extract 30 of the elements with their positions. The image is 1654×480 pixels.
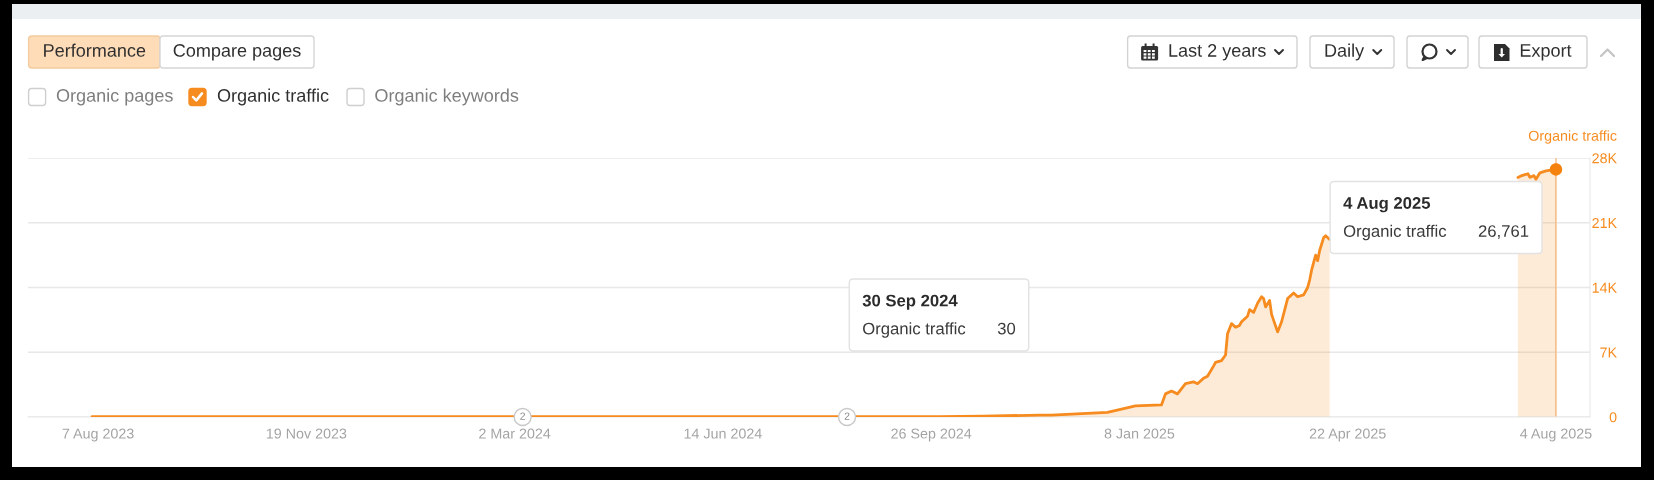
x-tick-label: 2 Mar 2024 [479, 428, 551, 439]
text: Compare pages [173, 44, 301, 61]
annotation: 4 Aug 2025 [1343, 197, 1431, 213]
y-tick-label: 21K [1592, 217, 1617, 228]
text: Organic keywords [375, 88, 519, 106]
annotation: 26,761 [1478, 225, 1529, 239]
annotation: 30 Sep 2024 [862, 294, 958, 310]
x-tick-label: 4 Aug 2025 [1520, 428, 1592, 442]
y-axis-title: Organic traffic [1528, 130, 1617, 144]
x-tick-label: 22 Apr 2025 [1309, 428, 1386, 442]
text: Performance [44, 43, 146, 57]
x-tick-label: 19 Nov 2023 [266, 428, 347, 439]
y-tick-label: 14K [1592, 282, 1617, 293]
x-tick-label: 14 Jun 2024 [684, 428, 762, 439]
x-tick-label: 7 Aug 2023 [62, 428, 134, 442]
y-tick-label: 7K [1600, 347, 1617, 358]
text: Organic pages [56, 88, 173, 106]
annotation: 30 [997, 322, 1016, 335]
annotation: 2 [844, 412, 850, 420]
text: Last 2 years [1169, 44, 1266, 61]
text: Export [1520, 44, 1572, 61]
legend-label: Organic traffic [217, 88, 329, 106]
y-tick-label: 28K [1592, 153, 1617, 164]
x-tick-label: 26 Sep 2024 [891, 428, 972, 442]
x-tick-label: 8 Jan 2025 [1104, 428, 1175, 439]
annotation: Organic traffic [1343, 224, 1447, 241]
annotation: Organic traffic [863, 322, 966, 338]
text: Daily [1325, 43, 1365, 61]
y-tick-label: 0 [1609, 412, 1617, 423]
annotation: 2 [520, 412, 526, 420]
